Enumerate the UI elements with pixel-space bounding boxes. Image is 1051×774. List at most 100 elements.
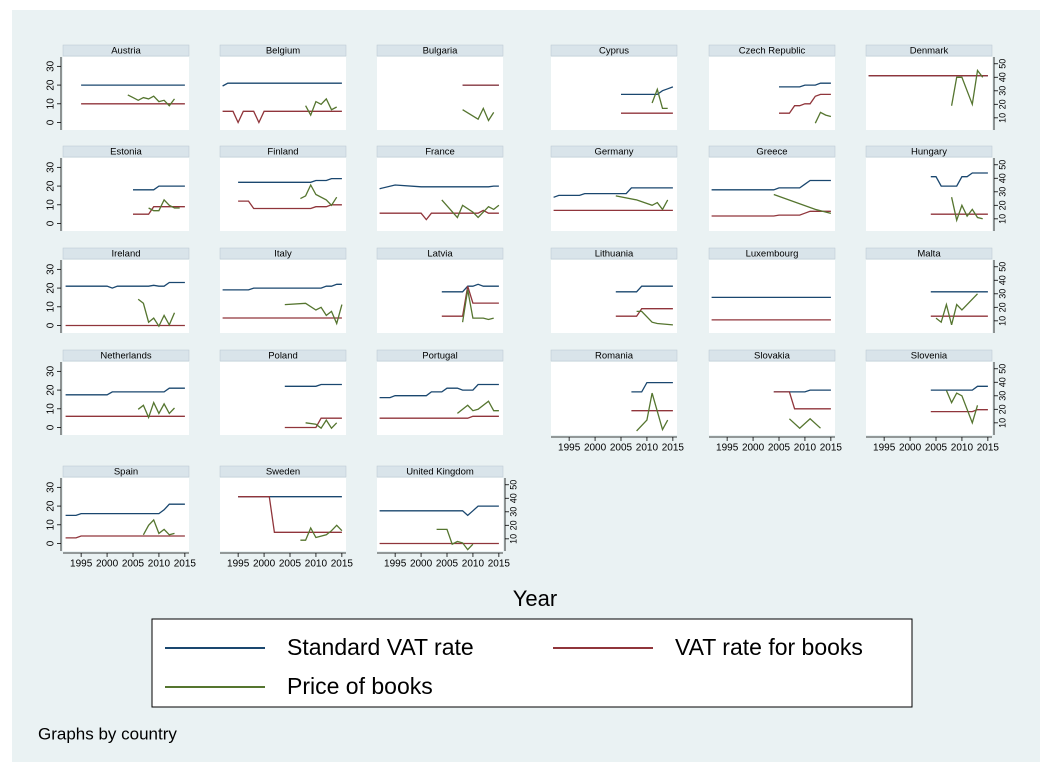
panel-header (708, 247, 836, 260)
series-line (222, 283, 342, 291)
series-line (379, 184, 499, 190)
panel-header (708, 44, 836, 57)
x-tick-label: 2010 (794, 443, 817, 454)
x-tick-label: 2005 (279, 559, 302, 570)
panel-header (62, 145, 190, 158)
series-line (711, 179, 831, 191)
note: Graphs by country (38, 724, 177, 743)
x-tick-label: 2000 (742, 443, 765, 454)
panel-header (62, 44, 190, 57)
y-tick-label: 20 (46, 180, 57, 192)
plot-area (866, 260, 992, 333)
panel-header (219, 349, 347, 362)
x-tick-label: 1995 (716, 443, 739, 454)
x-tick-label: 2010 (305, 559, 328, 570)
x-axis-title: Year (513, 586, 557, 611)
panel-header (219, 465, 347, 478)
y-tick-label: 10 (46, 199, 57, 211)
series-line (65, 535, 185, 539)
series-line (436, 528, 474, 551)
panel-title: Greece (756, 147, 787, 158)
panel-header (219, 44, 347, 57)
y2-tick-label: 30 (997, 86, 1007, 96)
y2-tick-label: 10 (997, 316, 1007, 326)
panel-title: France (425, 147, 455, 158)
series-line (137, 400, 175, 420)
series-line (133, 206, 185, 215)
panel-title: Cyprus (599, 46, 629, 57)
y2-tick-label: 30 (997, 391, 1007, 401)
plot-area (377, 478, 503, 551)
panel-title: Portugal (422, 351, 457, 362)
series-line (621, 86, 674, 96)
series-line (222, 82, 342, 87)
y-tick-label: 20 (46, 384, 57, 396)
panel-header (376, 465, 504, 478)
panel-header (550, 44, 678, 57)
x-tick-label: 2010 (462, 559, 485, 570)
y-tick-label: 30 (46, 481, 57, 493)
series-line (773, 391, 831, 410)
series-line (615, 308, 673, 317)
y-tick-label: 20 (46, 79, 57, 91)
series-line (461, 289, 494, 323)
y-tick-label: 0 (46, 322, 57, 328)
x-tick-label: 1995 (384, 559, 407, 570)
series-line (935, 293, 978, 326)
panel-header (865, 247, 993, 260)
series-line (148, 198, 180, 212)
panel-title: Ireland (111, 249, 140, 260)
panel-title: Luxembourg (746, 249, 799, 260)
panel-title: Italy (274, 249, 292, 260)
series-line (636, 310, 673, 326)
y-tick-label: 10 (46, 301, 57, 313)
plot-area (63, 362, 189, 435)
series-line (379, 209, 499, 221)
plot-area (220, 478, 346, 551)
panel-header (376, 349, 504, 362)
panel-title: Czech Republic (739, 46, 806, 57)
x-tick-label: 2015 (174, 559, 197, 570)
panel-header (62, 465, 190, 478)
plot-area (63, 260, 189, 333)
series-line (615, 195, 669, 211)
y-tick-label: 20 (46, 500, 57, 512)
series-line (788, 417, 821, 430)
series-line (284, 417, 342, 429)
y-tick-label: 30 (46, 263, 57, 275)
series-line (379, 415, 499, 419)
panel-header (708, 349, 836, 362)
y2-tick-label: 10 (508, 534, 518, 544)
series-line (930, 385, 988, 391)
y-tick-label: 10 (46, 519, 57, 531)
y2-tick-label: 50 (997, 59, 1007, 69)
legend-label: Price of books (287, 673, 433, 699)
series-line (950, 197, 983, 223)
legend-label: VAT rate for books (675, 634, 863, 660)
panel-title: Sweden (266, 467, 300, 478)
panel-header (865, 349, 993, 362)
x-tick-label: 2010 (148, 559, 171, 570)
panel-header (550, 145, 678, 158)
series-line (711, 210, 831, 217)
series-line (950, 68, 984, 107)
plot-area (220, 362, 346, 435)
series-line (636, 392, 669, 432)
panel-title: United Kingdom (406, 467, 474, 478)
plot-area (709, 57, 835, 130)
y2-tick-label: 10 (997, 214, 1007, 224)
y2-tick-label: 10 (997, 113, 1007, 123)
series-line (441, 199, 500, 219)
series-line (300, 183, 338, 207)
y2-tick-label: 40 (997, 72, 1007, 82)
series-line (300, 524, 343, 541)
x-tick-label: 2005 (610, 443, 633, 454)
series-line (930, 409, 988, 413)
panel-header (219, 247, 347, 260)
series-line (379, 505, 499, 517)
y2-tick-label: 50 (997, 364, 1007, 374)
plot-area (377, 260, 503, 333)
y2-tick-label: 40 (508, 493, 518, 503)
plot-area (551, 260, 677, 333)
series-line (137, 298, 176, 328)
